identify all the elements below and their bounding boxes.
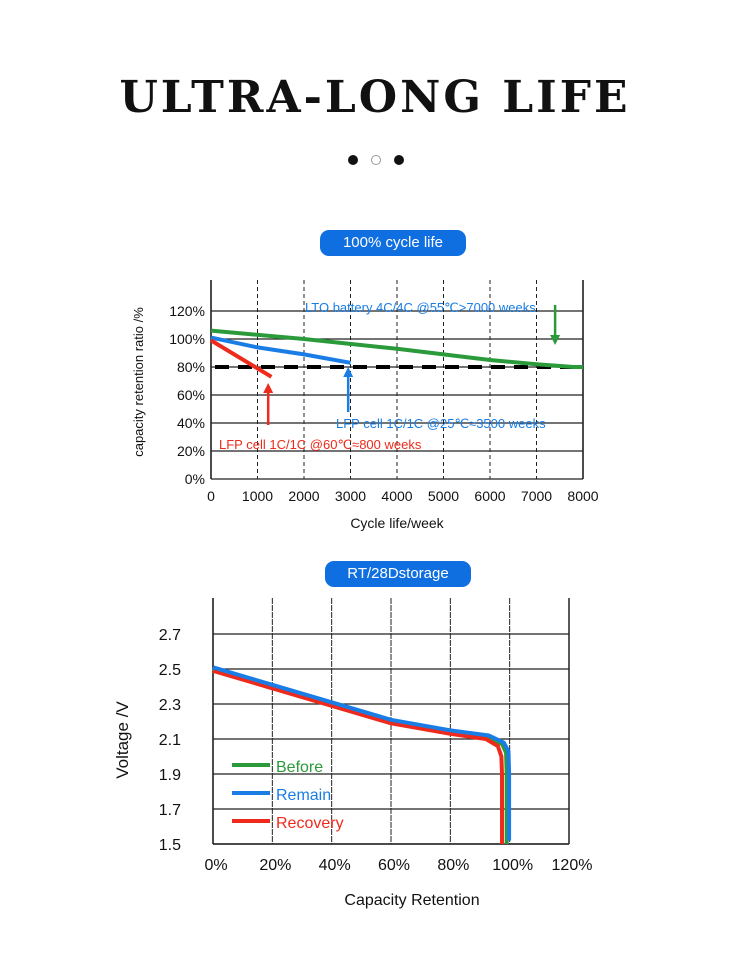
x-tick-label: 0	[207, 488, 215, 504]
series-line-lto-battery	[210, 328, 583, 369]
red-arrow-head	[263, 383, 274, 393]
series-line-recovery	[212, 668, 504, 844]
x-axis-label: Cycle life/week	[350, 515, 444, 531]
x-tick-label: 120%	[552, 857, 593, 874]
x-tick-label: 40%	[319, 857, 351, 874]
x-tick-label: 20%	[259, 857, 291, 874]
x-tick-label: 4000	[381, 488, 412, 504]
x-tick-label: 60%	[378, 857, 410, 874]
x-tick-label: 2000	[288, 488, 319, 504]
carousel-dot-2[interactable]	[371, 155, 381, 165]
y-tick-label: 20%	[177, 443, 205, 459]
x-tick-label: 8000	[567, 488, 598, 504]
series-line-lfp-cell-25c	[210, 335, 351, 365]
y-axis-label: capacity retention ratio /%	[131, 307, 146, 457]
y-axis-label: Voltage /V	[113, 701, 132, 779]
y-tick-label: 1.7	[159, 802, 181, 819]
y-tick-label: 0%	[185, 471, 205, 487]
y-tick-label: 120%	[169, 303, 205, 319]
carousel-dot-1[interactable]	[348, 155, 358, 165]
y-tick-label: 100%	[169, 331, 205, 347]
y-tick-label: 2.3	[159, 697, 181, 714]
series-line-lfp-cell-60c	[209, 338, 273, 379]
page-title: ULTRA-LONG LIFE	[119, 72, 631, 123]
storage-badge: RT/28Dstorage	[325, 561, 471, 587]
annotation-lfp-25: LFP cell 1C/1C @25℃≈3500 weeks	[336, 416, 546, 431]
annotation-lfp-60: LFP cell 1C/1C @60℃≈800 weeks	[219, 437, 422, 452]
y-tick-label: 2.7	[159, 627, 181, 644]
series-line-before	[212, 667, 509, 844]
x-tick-label: 6000	[474, 488, 505, 504]
series-line-remain	[212, 665, 512, 841]
x-tick-label: 0%	[204, 857, 227, 874]
y-tick-label: 1.5	[159, 837, 181, 854]
x-tick-label: 5000	[428, 488, 459, 504]
x-tick-label: 7000	[521, 488, 552, 504]
y-tick-label: 80%	[177, 359, 205, 375]
annotation-lto: LTO battery 4C/4C @55℃>7000 weeks	[305, 300, 536, 315]
y-tick-label: 1.9	[159, 767, 181, 784]
cycle-life-badge: 100% cycle life	[320, 230, 466, 256]
x-tick-label: 1000	[242, 488, 273, 504]
y-tick-label: 40%	[177, 415, 205, 431]
x-tick-label: 100%	[492, 857, 533, 874]
x-tick-label: 3000	[335, 488, 366, 504]
y-tick-label: 2.1	[159, 732, 181, 749]
legend-label-remain: Remain	[276, 787, 331, 804]
carousel-dot-3[interactable]	[394, 155, 404, 165]
x-axis-label: Capacity Retention	[344, 892, 479, 909]
green-arrow-head	[550, 335, 561, 345]
blue-arrow-head	[343, 367, 354, 377]
legend-label-recovery: Recovery	[276, 815, 344, 832]
y-tick-label: 2.5	[159, 662, 181, 679]
x-tick-label: 80%	[437, 857, 469, 874]
legend-label-before: Before	[276, 759, 323, 776]
y-tick-label: 60%	[177, 387, 205, 403]
